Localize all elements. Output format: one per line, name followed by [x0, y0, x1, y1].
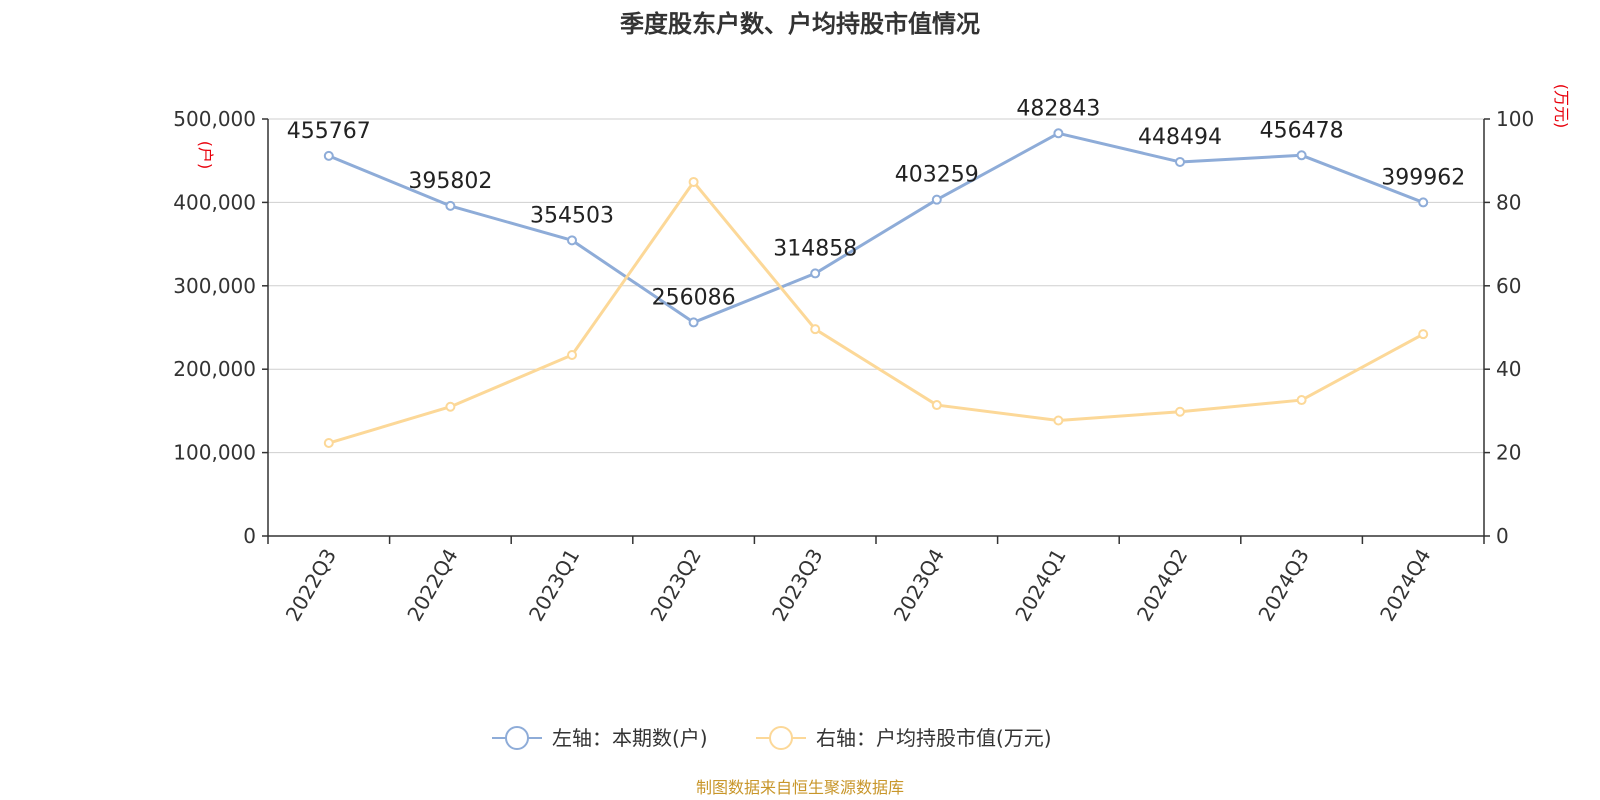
- legend-item[interactable]: 右轴：户均持股市值(万元): [756, 726, 1052, 750]
- point-avg-value: [1418, 329, 1429, 340]
- x-tick-label: 2022Q4: [402, 545, 462, 626]
- data-label: 455767: [287, 119, 371, 144]
- data-label: 399962: [1381, 165, 1465, 190]
- right-axis-unit: (万元): [1552, 84, 1571, 129]
- left-tick-label: 500,000: [173, 107, 256, 131]
- right-tick-label: 40: [1496, 357, 1521, 381]
- point-households: [931, 194, 942, 205]
- legend-marker: [505, 726, 529, 750]
- legend-item[interactable]: 左轴：本期数(户): [492, 726, 708, 750]
- point-households: [688, 317, 699, 328]
- source-note: 制图数据来自恒生聚源数据库: [696, 778, 904, 797]
- point-avg-value: [1175, 406, 1185, 417]
- data-label: 256086: [652, 285, 736, 310]
- x-tick-label: 2023Q2: [645, 545, 705, 626]
- point-avg-value: [323, 438, 334, 449]
- point-households: [323, 150, 334, 161]
- point-households: [1296, 150, 1307, 161]
- legend[interactable]: 左轴：本期数(户) 右轴：户均持股市值(万元): [492, 726, 1052, 750]
- right-tick-label: 20: [1496, 441, 1521, 465]
- x-tick-label: 2023Q4: [889, 545, 949, 626]
- data-label: 314858: [773, 236, 857, 261]
- left-tick-label: 300,000: [173, 274, 256, 298]
- series-layer: [323, 128, 1429, 449]
- legend-marker: [769, 726, 793, 750]
- data-label: 482843: [1016, 96, 1100, 121]
- axes: 0 100,000 200,000 300,000 400,000 500,000 0 20 4…: [173, 107, 1534, 625]
- left-tick-label: 200,000: [173, 357, 256, 381]
- point-avg-value: [567, 350, 577, 361]
- left-tick-label: 100,000: [173, 441, 256, 465]
- data-label: 403259: [895, 163, 979, 188]
- left-tick-label: 400,000: [173, 190, 256, 214]
- point-households: [1418, 197, 1429, 208]
- point-households: [445, 200, 456, 211]
- left-tick-label: 0: [243, 524, 256, 548]
- x-tick-label: 2024Q2: [1132, 545, 1192, 626]
- point-households: [1175, 156, 1185, 167]
- data-label: 395802: [408, 169, 492, 194]
- point-avg-value: [1053, 415, 1064, 426]
- x-tick-label: 2022Q3: [281, 545, 341, 626]
- gridlines: [268, 118, 1484, 454]
- legend-label: 左轴：本期数(户): [552, 726, 708, 750]
- point-avg-value: [445, 401, 456, 412]
- x-tick-label: 2023Q3: [767, 545, 827, 626]
- right-tick-label: 80: [1496, 190, 1521, 214]
- right-tick-label: 60: [1496, 274, 1521, 298]
- right-tick-label: 100: [1496, 107, 1534, 131]
- series-line-households: [328, 131, 1424, 324]
- point-households: [1053, 128, 1064, 139]
- data-labels: 455767 395802 354503 256086 314858 403259 4828…: [287, 96, 1465, 310]
- point-avg-value: [1296, 395, 1307, 406]
- point-avg-value: [810, 324, 821, 335]
- legend-label: 右轴：户均持股市值(万元): [816, 726, 1052, 750]
- data-label: 448494: [1138, 125, 1222, 150]
- x-tick-label: 2024Q4: [1375, 545, 1435, 626]
- x-tick-label: 2023Q1: [524, 545, 584, 626]
- point-households: [810, 268, 821, 279]
- point-avg-value: [688, 176, 699, 187]
- point-avg-value: [931, 400, 942, 411]
- data-label: 456478: [1260, 118, 1344, 143]
- x-tick-label: 2024Q1: [1010, 545, 1070, 626]
- right-tick-label: 0: [1496, 524, 1509, 548]
- x-tick-label: 2024Q3: [1253, 545, 1313, 626]
- point-households: [567, 235, 577, 246]
- chart-title: 季度股东户数、户均持股市值情况: [620, 10, 980, 38]
- data-label: 354503: [530, 203, 614, 228]
- left-axis-unit: (户): [196, 141, 215, 170]
- series-line-avg-value: [328, 180, 1424, 445]
